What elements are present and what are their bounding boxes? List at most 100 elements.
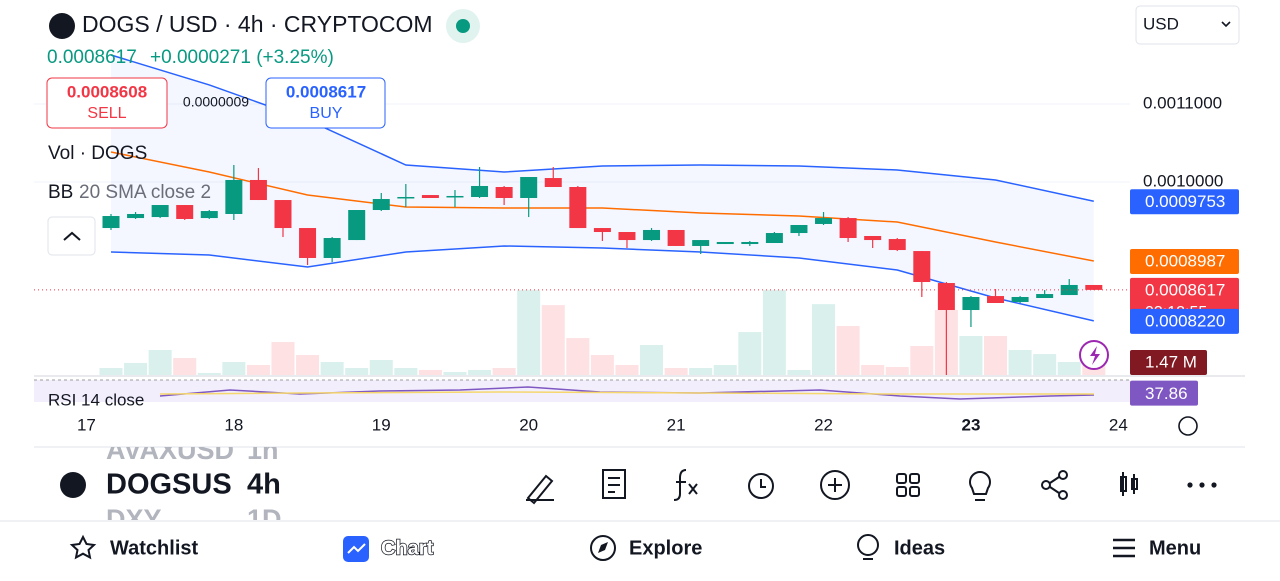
candle-body (864, 235, 882, 241)
add-tool[interactable] (820, 470, 850, 500)
tab[interactable]: Ideas (894, 537, 945, 559)
sell-button[interactable] (46, 77, 168, 129)
buy-button[interactable] (265, 77, 386, 129)
currency: USD (1143, 14, 1179, 33)
price-marker-label: 0.0008987 (1145, 252, 1225, 271)
ideas-icon (857, 534, 879, 556)
volume-bar (443, 371, 467, 375)
candle-body (372, 199, 390, 211)
buy-label: BUY (310, 105, 343, 122)
volume-bar (812, 304, 836, 375)
more-dot (1211, 482, 1217, 488)
x-tick-label: 22 (814, 415, 833, 434)
volume-marker-label: 1.47 M (1145, 352, 1197, 371)
tab[interactable]: Watchlist (110, 537, 198, 559)
chevron (1221, 21, 1231, 28)
draw-tool[interactable] (526, 474, 554, 505)
collapse-icon (63, 231, 81, 241)
candle-body (176, 205, 194, 219)
currency-select[interactable] (1135, 5, 1240, 45)
volume-bar (566, 338, 590, 375)
volume-bar (173, 358, 197, 375)
volume-bar (418, 369, 442, 375)
volume-bar (664, 368, 688, 375)
candle-body (716, 241, 734, 245)
band-fill (111, 55, 1094, 321)
candle-body (667, 229, 685, 246)
price-marker-label: 0.0009753 (1145, 192, 1225, 211)
volume-bar (468, 369, 492, 375)
candle-body (520, 177, 538, 198)
sell-label: SELL (87, 105, 126, 122)
bb-legend: BB (48, 182, 73, 203)
lightning-icon (1090, 346, 1100, 365)
layout-tool[interactable] (896, 473, 907, 484)
share-tool[interactable] (1041, 480, 1051, 490)
candle-body (765, 233, 783, 244)
spread: 0.0000009 (183, 94, 249, 110)
rsi-marker (1130, 380, 1198, 406)
volume-bar (713, 365, 737, 375)
candle-body (446, 195, 464, 198)
x-tick-label: 19 (372, 415, 391, 434)
interval[interactable]: 4h (247, 469, 281, 501)
candle-body (692, 240, 710, 246)
candle-body (397, 196, 415, 199)
tool-icons (526, 469, 1138, 505)
x-tick-label: 20 (519, 415, 538, 434)
collapse-button[interactable] (47, 216, 96, 256)
price-marker (1130, 308, 1239, 334)
tab[interactable]: Explore (629, 537, 702, 559)
candle-body (323, 238, 341, 258)
volume-bar (99, 368, 123, 375)
rsi-label: RSI 14 close (48, 390, 144, 409)
header-title: DOGS / USD · 4h · CRYPTOCOM (82, 11, 433, 37)
candle-body (790, 224, 808, 234)
price-marker-label: 0.0008617 (1145, 280, 1225, 299)
tab-active[interactable]: Chart (380, 537, 434, 561)
volume-bar (910, 346, 934, 375)
symbol[interactable]: DOGSUS (106, 469, 232, 501)
candle-body (569, 187, 587, 229)
volume-bar (590, 355, 614, 375)
price-marker (1130, 189, 1239, 215)
next-interval: 1D (247, 504, 282, 534)
tab[interactable]: Menu (1149, 537, 1201, 559)
alert-tool[interactable] (748, 473, 774, 499)
y-tick-label: 0.0011000 (1143, 93, 1222, 112)
explore-icon (590, 535, 616, 561)
volume-bar (271, 342, 295, 375)
volume-bar (836, 326, 860, 375)
candle-body (200, 211, 218, 219)
settings-icon[interactable] (1178, 416, 1198, 436)
candle-body (618, 232, 636, 241)
candle-body (127, 213, 145, 219)
watchlist-icon (69, 534, 97, 560)
indicator-tool[interactable] (673, 469, 698, 501)
more-dot[interactable] (1187, 482, 1193, 488)
rsi-marker-label: 37.86 (1145, 384, 1188, 403)
volume-bar (492, 368, 516, 375)
volume-bar (787, 369, 811, 375)
volume-bar (689, 368, 713, 375)
candle-body (839, 218, 857, 239)
bb-middle (110, 151, 1094, 262)
volume-bar (369, 359, 393, 375)
volume-legend: Vol · DOGS (48, 143, 147, 164)
note-tool[interactable] (602, 469, 626, 499)
symbol-wheel: AVAXUSD 1h DXY 1D (106, 447, 282, 534)
volume-bar (345, 368, 369, 375)
ideas-tool[interactable] (969, 471, 991, 501)
volume-bar (1008, 349, 1032, 375)
rsi-ma (159, 391, 1094, 395)
volume-bar (148, 349, 172, 375)
volume-bar (222, 362, 246, 375)
volume-bar (394, 368, 418, 375)
volume-bar (246, 365, 270, 375)
sell-price: 0.0008608 (67, 82, 147, 101)
price-change: +0.0000271 (+3.25%) (150, 47, 334, 68)
candle-body (151, 205, 169, 218)
volume-bar (984, 336, 1008, 375)
volume-bar (1057, 362, 1081, 375)
